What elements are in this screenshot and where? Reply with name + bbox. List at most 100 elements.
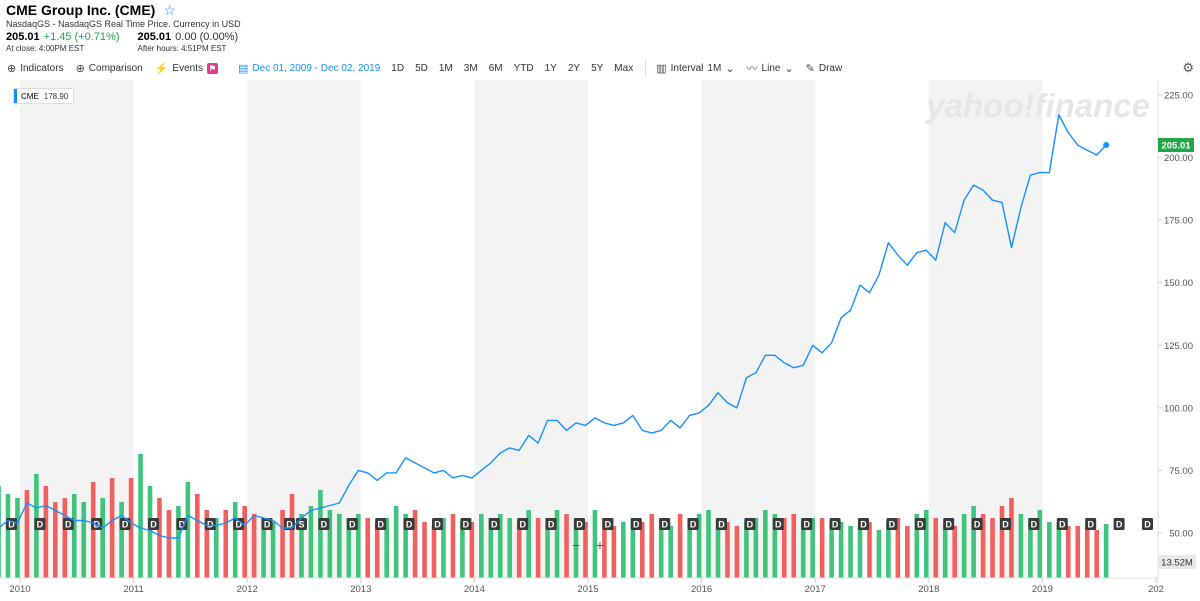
lightning-icon: ⚡ <box>154 62 169 75</box>
volume-bar <box>952 526 957 578</box>
interval-dropdown[interactable]: ▥ Interval 1M ⌄ <box>656 62 734 75</box>
chart-type-dropdown[interactable]: 〰 Line ⌄ <box>747 60 794 76</box>
period-1m[interactable]: 1M <box>438 62 453 74</box>
close-price: 205.01 <box>6 31 40 43</box>
star-icon[interactable]: ☆ <box>163 2 176 18</box>
volume-bar <box>990 518 995 578</box>
zoom-in-button[interactable]: + <box>595 537 605 553</box>
dividend-marker[interactable]: D <box>1142 518 1153 530</box>
dividend-marker[interactable]: D <box>829 518 841 530</box>
draw-button[interactable]: ✎ Draw <box>806 62 843 75</box>
period-2y[interactable]: 2Y <box>567 62 581 74</box>
gear-icon[interactable]: ⚙ <box>1182 60 1194 75</box>
dividend-marker[interactable]: D <box>659 518 671 530</box>
dividend-marker[interactable]: S <box>296 518 307 530</box>
events-button[interactable]: ⚡ Events ⚑ <box>155 62 218 75</box>
marker-label: D <box>661 520 668 530</box>
volume-bar <box>905 526 910 578</box>
legend-symbol: CME <box>21 91 39 101</box>
date-range-label: Dec 01, 2009 - Dec 02, 2019 <box>252 62 381 74</box>
price-line[interactable] <box>0 114 1107 539</box>
comparison-button[interactable]: ⊕ Comparison <box>76 62 143 75</box>
volume-bar <box>147 486 153 578</box>
zoom-out-button[interactable]: − <box>571 537 581 553</box>
marker-box <box>432 518 443 530</box>
dividend-marker[interactable]: D <box>176 518 188 530</box>
volume-bar <box>355 514 361 578</box>
period-1d[interactable]: 1D <box>391 62 405 74</box>
y-axis-ticks: 225.00 200.00 175.00 150.00 125.00 100.00 75.0… <box>1158 91 1193 540</box>
period-5y[interactable]: 5Y <box>591 62 604 74</box>
dividend-marker[interactable]: D <box>943 518 955 530</box>
dividend-marker[interactable]: D <box>346 518 358 530</box>
marker-box <box>545 518 557 530</box>
marker-box <box>801 518 813 530</box>
dividend-marker[interactable]: D <box>602 518 614 530</box>
dividend-marker[interactable]: D <box>687 518 699 530</box>
dividend-marker[interactable]: D <box>630 518 642 530</box>
dividend-marker[interactable]: D <box>204 518 216 530</box>
dividend-marker[interactable]: D <box>574 518 585 530</box>
after-change: 0.00 (0.00%) <box>175 31 239 43</box>
dividend-marker[interactable]: D <box>318 518 330 530</box>
volume-bar <box>573 518 579 578</box>
dividend-marker[interactable]: D <box>1085 518 1097 530</box>
dividend-marker[interactable]: D <box>488 518 500 530</box>
period-1y[interactable]: 1Y <box>544 62 557 74</box>
dividend-marker[interactable]: D <box>1113 518 1125 530</box>
dividend-marker[interactable]: D <box>403 518 415 530</box>
marker-label: D <box>8 520 15 530</box>
dividend-marker[interactable]: D <box>914 518 926 530</box>
period-6m[interactable]: 6M <box>488 62 503 74</box>
dividend-marker[interactable]: D <box>119 518 131 530</box>
marker-box <box>687 518 699 530</box>
dividend-marker[interactable]: D <box>62 518 74 530</box>
volume-bar <box>621 522 626 578</box>
dividend-marker[interactable]: D <box>858 518 869 530</box>
dividend-marker[interactable]: D <box>1000 518 1011 530</box>
marker-label: D <box>718 520 725 530</box>
dividend-marker[interactable]: D <box>545 518 557 530</box>
marker-box <box>403 518 415 530</box>
marker-label: D <box>917 520 924 530</box>
volume-bar <box>365 518 371 578</box>
volume-bar <box>592 510 598 578</box>
dividend-marker[interactable]: D <box>1056 518 1068 530</box>
dividend-marker[interactable]: D <box>716 518 727 530</box>
marker-label: D <box>235 520 242 530</box>
marker-box <box>62 518 74 530</box>
period-3m[interactable]: 3M <box>463 62 478 74</box>
volume-bar <box>1056 522 1062 578</box>
dividend-marker[interactable]: D <box>148 518 159 530</box>
period-5d[interactable]: 5D <box>415 62 428 74</box>
dividend-marker[interactable]: D <box>971 518 983 530</box>
dividend-marker[interactable]: D <box>772 518 784 530</box>
dividend-marker[interactable]: D <box>91 518 103 530</box>
dividend-marker[interactable]: D <box>233 518 245 530</box>
volume-bar <box>374 522 380 578</box>
dividend-marker[interactable]: D <box>801 518 813 530</box>
date-range-button[interactable]: ▤ Dec 01, 2009 - Dec 02, 2019 <box>238 62 380 75</box>
period-ytd[interactable]: YTD <box>513 62 534 74</box>
volume-bar <box>507 518 513 578</box>
dividend-marker[interactable]: D <box>1028 518 1040 530</box>
dividend-marker[interactable]: D <box>886 518 898 530</box>
volume-bar <box>971 506 976 578</box>
dividend-marker[interactable]: D <box>460 518 472 530</box>
marker-box <box>1113 518 1125 530</box>
marker-box <box>318 518 330 530</box>
dividend-marker[interactable]: D <box>744 518 756 530</box>
dividend-marker[interactable]: D <box>517 518 529 530</box>
volume-bar <box>933 518 939 578</box>
dividend-marker[interactable]: D <box>261 518 273 530</box>
last-price-dot <box>1103 142 1110 149</box>
indicators-button[interactable]: ⊕ Indicators <box>7 62 64 75</box>
dividend-marker[interactable]: D <box>432 518 443 530</box>
x-tick-label: 2016 <box>691 584 712 595</box>
after-note: After hours: 4:51PM EST <box>137 44 227 53</box>
dividend-marker[interactable]: D <box>6 518 17 530</box>
dividend-marker[interactable]: D <box>375 518 387 530</box>
dividend-marker[interactable]: D <box>34 518 46 530</box>
period-max[interactable]: Max <box>614 62 634 74</box>
